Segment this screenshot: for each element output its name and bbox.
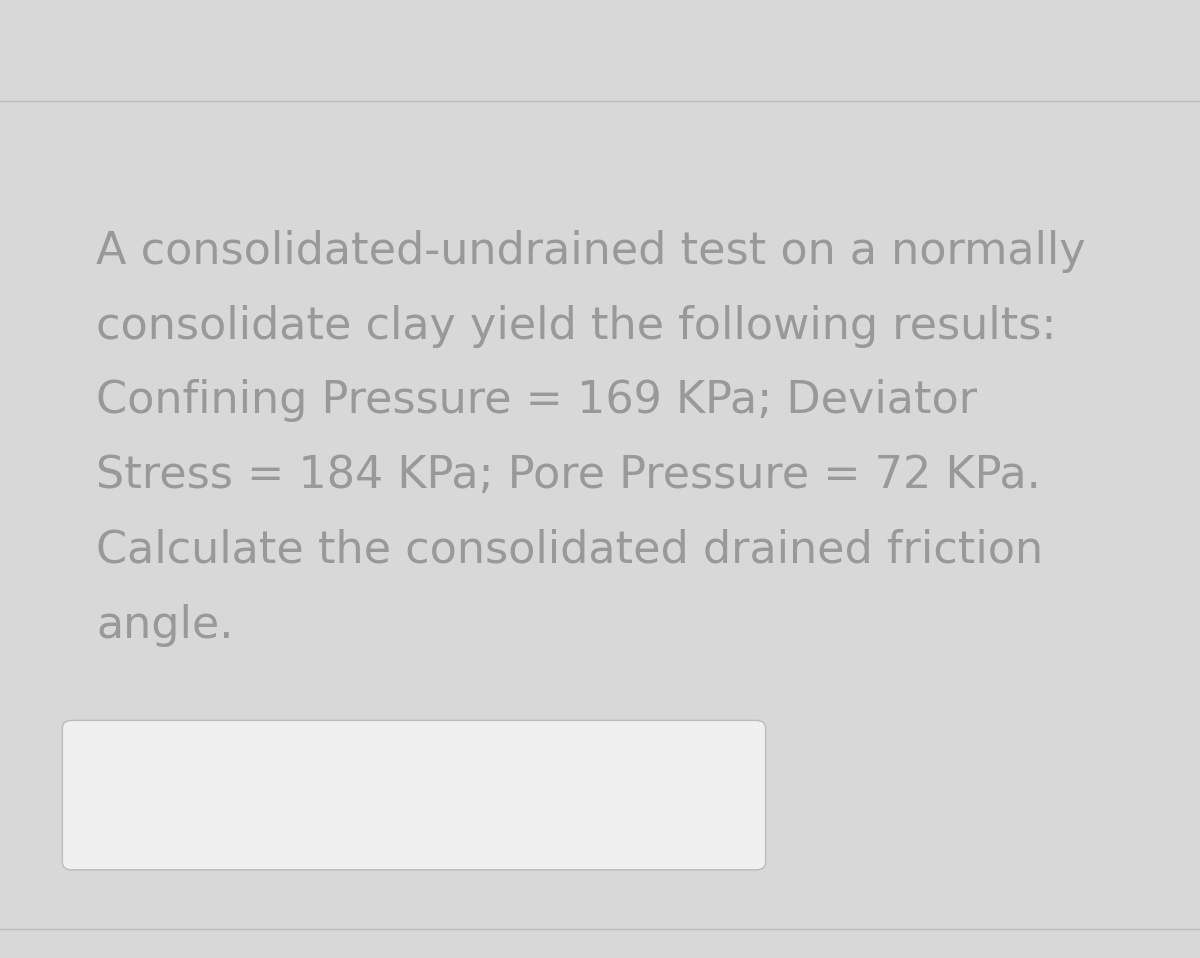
Text: Calculate the consolidated drained friction: Calculate the consolidated drained frict…	[96, 529, 1043, 572]
Text: Confining Pressure = 169 KPa; Deviator: Confining Pressure = 169 KPa; Deviator	[96, 379, 977, 422]
Text: angle.: angle.	[96, 604, 233, 647]
Text: Stress = 184 KPa; Pore Pressure = 72 KPa.: Stress = 184 KPa; Pore Pressure = 72 KPa…	[96, 454, 1040, 497]
Text: A consolidated-undrained test on a normally: A consolidated-undrained test on a norma…	[96, 230, 1086, 273]
Text: consolidate clay yield the following results:: consolidate clay yield the following res…	[96, 305, 1056, 348]
FancyBboxPatch shape	[62, 720, 766, 870]
